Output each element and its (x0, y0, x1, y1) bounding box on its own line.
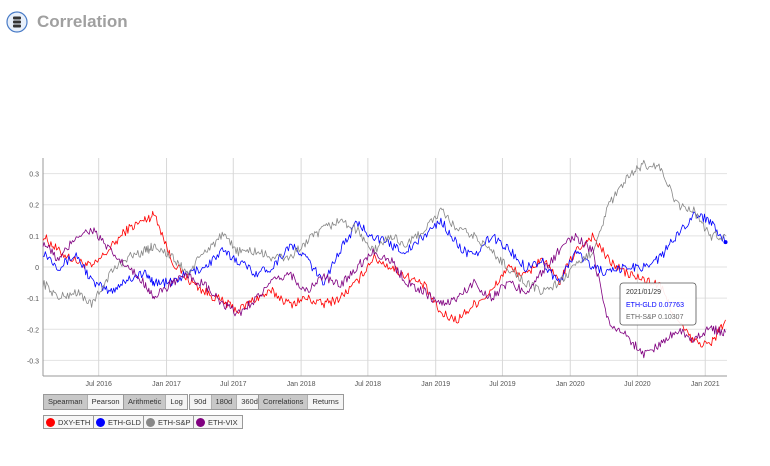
tooltip-box (619, 282, 697, 326)
legend-color-dot (46, 417, 55, 427)
tooltip-date: 2021/01/29 (626, 289, 661, 296)
window-180d-button[interactable]: 180d (211, 395, 238, 409)
legend-dxy-eth[interactable]: DXY-ETH (43, 415, 96, 429)
legend-label: ETH-VIX (208, 417, 238, 427)
hover-marker (723, 240, 728, 245)
window-buttons: 90d 180d 360d (189, 394, 263, 410)
tooltip-line: ETH-S&P 0.10307 (626, 314, 684, 321)
x-tick-label: Jul 2019 (489, 381, 516, 388)
y-tick-label: 0.1 (29, 234, 39, 241)
y-tick-label: 0.2 (29, 203, 39, 210)
series-line-eth-gld (42, 211, 726, 294)
legend-color-dot (96, 417, 105, 427)
x-tick-label: Jan 2018 (287, 381, 316, 388)
x-tick-label: Jul 2020 (624, 381, 651, 388)
log-button[interactable]: Log (166, 395, 187, 409)
scale-buttons: Arithmetic Log (123, 394, 188, 410)
legend-color-dot (196, 417, 205, 427)
series-line-dxy-eth (42, 210, 726, 348)
series-line-eth-s-p (42, 159, 726, 308)
legend-label: ETH-S&P (158, 417, 191, 427)
page-header: Correlation (6, 8, 128, 36)
legend-label: DXY-ETH (58, 417, 91, 427)
y-tick-label: -0.1 (27, 296, 39, 303)
x-tick-label: Jan 2020 (556, 381, 585, 388)
arithmetic-button[interactable]: Arithmetic (124, 395, 167, 409)
x-tick-label: Jul 2016 (85, 381, 112, 388)
correlation-chart[interactable]: -0.3 -0.2 -0.1 0 0.1 0.2 0.3 Jul 2016 Jan 2017 Ju… (0, 150, 770, 395)
legend-eth-vix[interactable]: ETH-VIX (193, 415, 243, 429)
y-tick-label: 0.3 (29, 172, 39, 179)
x-tick-label: Jul 2017 (220, 381, 247, 388)
legend-color-dot (146, 417, 155, 427)
y-tick-label: -0.2 (27, 327, 39, 334)
page-title: Correlation (37, 12, 128, 31)
method-buttons: Spearman Pearson (43, 394, 125, 410)
pearson-button[interactable]: Pearson (87, 395, 124, 409)
x-tick-label: Jan 2021 (691, 381, 720, 388)
window-90d-button[interactable]: 90d (190, 395, 212, 409)
y-tick-label: -0.3 (27, 358, 39, 365)
legend-label: ETH-GLD (108, 417, 141, 427)
x-tick-label: Jan 2017 (152, 381, 181, 388)
legend-eth-gld[interactable]: ETH-GLD (93, 415, 146, 429)
y-tick-label: 0 (35, 265, 39, 272)
spearman-button[interactable]: Spearman (44, 395, 88, 409)
tooltip-line: ETH-GLD 0.07763 (626, 302, 684, 309)
x-tick-label: Jul 2018 (355, 381, 382, 388)
series-line-eth-vix (42, 227, 726, 359)
database-icon (6, 11, 28, 33)
x-tick-label: Jan 2019 (421, 381, 450, 388)
window-360d-button[interactable]: 360d (237, 395, 262, 409)
legend-eth-sp[interactable]: ETH-S&P (143, 415, 196, 429)
view-buttons: Correlations Returns (258, 394, 344, 410)
correlations-button[interactable]: Correlations (259, 395, 309, 409)
returns-button[interactable]: Returns (308, 395, 343, 409)
